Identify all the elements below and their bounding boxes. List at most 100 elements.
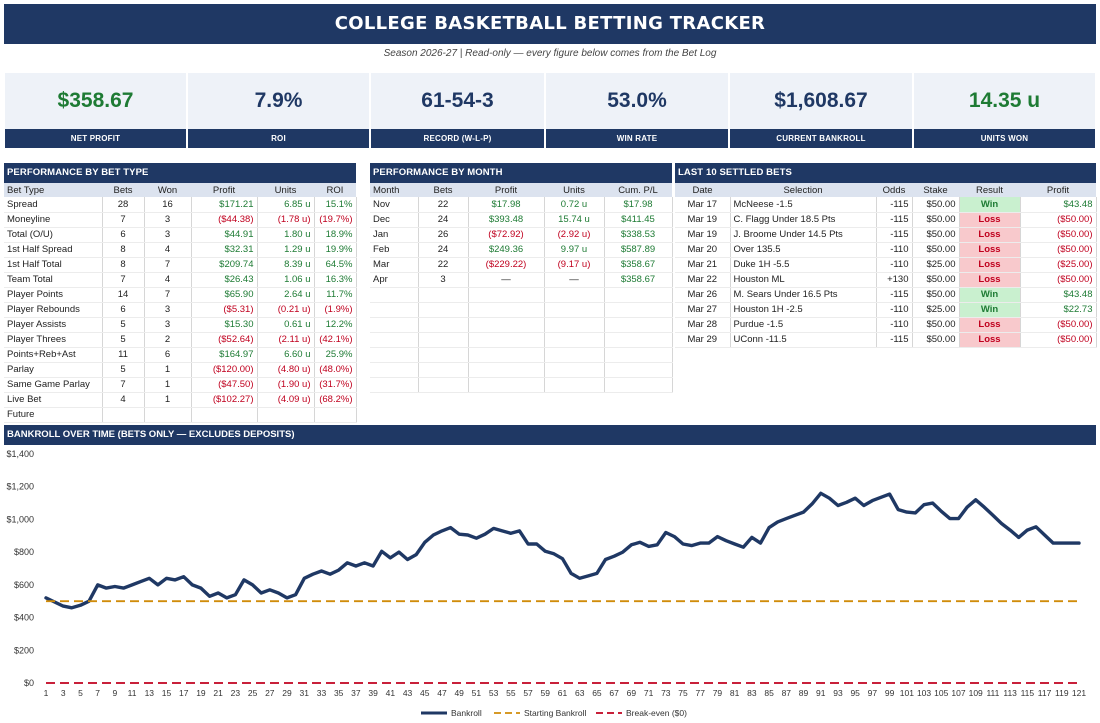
cell-units: 15.74 u xyxy=(544,212,605,228)
y-tick-label: $1,000 xyxy=(6,514,34,524)
cell-bets: 22 xyxy=(418,197,469,213)
x-tick-label: 59 xyxy=(541,688,551,698)
kpi-label: CURRENT BANKROLL xyxy=(730,129,912,148)
cell-month: Mar xyxy=(370,257,419,273)
cell-stake: $50.00 xyxy=(912,272,960,288)
month-section-title: PERFORMANCE BY MONTH xyxy=(370,163,672,183)
x-tick-label: 41 xyxy=(386,688,396,698)
table-row: Live Bet 4 1 ($102.27) (4.09 u) (68.2%) xyxy=(4,392,357,408)
x-tick-label: 109 xyxy=(969,688,983,698)
table-row: Mar 19 C. Flagg Under 18.5 Pts -115 $50.00 L… xyxy=(675,212,1097,228)
empty-row xyxy=(370,347,673,363)
empty-cell xyxy=(370,302,419,318)
cell-profit: $171.21 xyxy=(191,197,258,213)
cell-bets: 14 xyxy=(102,287,145,303)
cell-stake: $50.00 xyxy=(912,197,960,213)
cell-bets: 5 xyxy=(102,332,145,348)
empty-cell xyxy=(604,362,673,378)
cell-won: 6 xyxy=(144,347,192,363)
cell-profit: $43.48 xyxy=(1020,197,1097,213)
cell-bets: 7 xyxy=(102,377,145,393)
table-header-row: Bet Type Bets Won Profit Units ROI xyxy=(4,183,356,197)
cell-type: 1st Half Spread xyxy=(4,242,103,258)
cell-month: Dec xyxy=(370,212,419,228)
table-row: Future xyxy=(4,407,357,423)
cell-type: 1st Half Total xyxy=(4,257,103,273)
cell-type: Moneyline xyxy=(4,212,103,228)
dashboard-subtitle: Season 2026-27 | Read-only — every figur… xyxy=(383,48,717,59)
col-header: Bets xyxy=(418,183,468,197)
cell-units: 1.06 u xyxy=(257,272,315,288)
x-tick-label: 49 xyxy=(454,688,464,698)
x-tick-label: 113 xyxy=(1003,688,1017,698)
table-row: Apr 3— — $358.67 xyxy=(370,272,673,288)
x-tick-label: 121 xyxy=(1072,688,1086,698)
col-header: Won xyxy=(144,183,191,197)
empty-cell xyxy=(544,317,605,333)
cell-date: Mar 29 xyxy=(675,332,731,348)
cell-month: Jan xyxy=(370,227,419,243)
cell-profit: ($72.92) xyxy=(468,227,545,243)
col-header: Profit xyxy=(191,183,257,197)
cell-units: (4.80 u) xyxy=(257,362,315,378)
cell-odds: -110 xyxy=(876,302,913,318)
x-tick-label: 115 xyxy=(1021,688,1035,698)
cell-units: (1.90 u) xyxy=(257,377,315,393)
cell-cum-pl: $411.45 xyxy=(604,212,673,228)
cell-odds: -115 xyxy=(876,332,913,348)
cell-roi: (31.7%) xyxy=(314,377,357,393)
legend-label: Break-even ($0) xyxy=(626,708,687,718)
cell-profit: ($52.64) xyxy=(191,332,258,348)
x-tick-label: 17 xyxy=(179,688,189,698)
cell-won: 3 xyxy=(144,227,192,243)
x-tick-label: 19 xyxy=(196,688,206,698)
result-badge: Win xyxy=(959,302,1021,318)
x-tick-label: 117 xyxy=(1038,688,1052,698)
cell-bets: 7 xyxy=(102,272,145,288)
empty-cell xyxy=(468,377,545,393)
cell-units: 6.60 u xyxy=(257,347,315,363)
result-badge: Loss xyxy=(959,242,1021,258)
table-row: Dec 24 $393.48 15.74 u $411.45 xyxy=(370,212,673,228)
cell-roi: (1.9%) xyxy=(314,302,357,318)
cell-roi: (42.1%) xyxy=(314,332,357,348)
cell-won: 3 xyxy=(144,302,192,318)
cell-roi: (68.2%) xyxy=(314,392,357,408)
cell-odds: -110 xyxy=(876,242,913,258)
cell-date: Mar 17 xyxy=(675,197,731,213)
x-tick-label: 31 xyxy=(300,688,310,698)
cell-won xyxy=(144,407,192,423)
cell-selection: McNeese -1.5 xyxy=(730,197,877,213)
cell-month: Feb xyxy=(370,242,419,258)
cell-units: — xyxy=(544,272,605,288)
cell-profit: $15.30 xyxy=(191,317,258,333)
table-row: Parlay 5 1 ($120.00) (4.80 u) (48.0%) xyxy=(4,362,357,378)
x-tick-label: 67 xyxy=(609,688,619,698)
cell-won: 1 xyxy=(144,392,192,408)
cell-selection: Duke 1H -5.5 xyxy=(730,257,877,273)
x-tick-label: 93 xyxy=(833,688,843,698)
cell-bets: 26 xyxy=(418,227,469,243)
empty-row xyxy=(370,287,673,303)
cell-profit: $17.98 xyxy=(468,197,545,213)
x-tick-label: 7 xyxy=(95,688,100,698)
kpi-value: 14.35 u xyxy=(914,73,1095,129)
empty-cell xyxy=(468,287,545,303)
kpi-current-bankroll: $1,608.67 CURRENT BANKROLL xyxy=(729,72,913,148)
x-tick-label: 1 xyxy=(44,688,49,698)
cell-type: Total (O/U) xyxy=(4,227,103,243)
cell-type: Points+Reb+Ast xyxy=(4,347,103,363)
cell-date: Mar 22 xyxy=(675,272,731,288)
cell-date: Mar 19 xyxy=(675,227,731,243)
empty-row xyxy=(370,377,673,393)
cell-profit: $164.97 xyxy=(191,347,258,363)
x-tick-label: 27 xyxy=(265,688,275,698)
cell-stake: $25.00 xyxy=(912,257,960,273)
cell-stake: $50.00 xyxy=(912,212,960,228)
x-tick-label: 9 xyxy=(112,688,117,698)
kpi-value: 7.9% xyxy=(188,73,369,129)
month-table: Month Bets Profit Units Cum. P/L Nov 22 $1… xyxy=(370,183,673,393)
cell-profit: $26.43 xyxy=(191,272,258,288)
col-header: Units xyxy=(544,183,604,197)
legend-label: Starting Bankroll xyxy=(524,708,586,718)
